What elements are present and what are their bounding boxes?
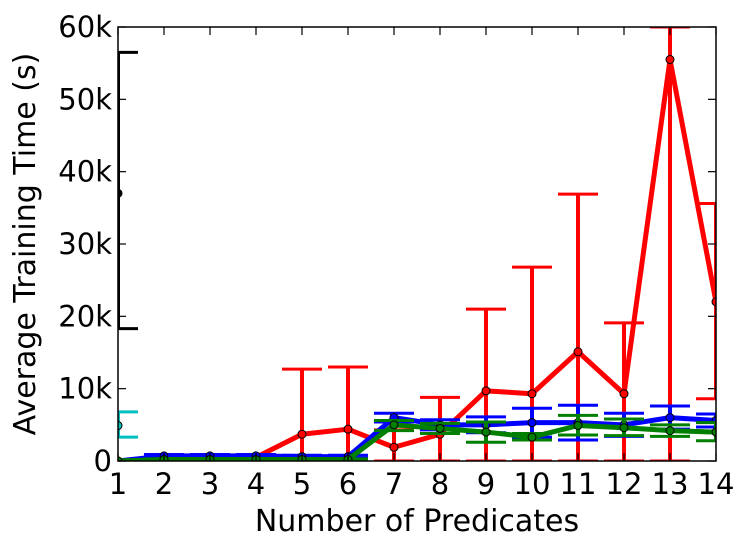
x-tick-label: 10	[514, 467, 551, 501]
data-point	[118, 456, 123, 461]
x-tick-label: 11	[560, 467, 597, 501]
data-point	[389, 420, 399, 430]
x-tick-label: 8	[431, 467, 449, 501]
y-tick-label: 60k	[58, 10, 112, 44]
data-point	[527, 432, 537, 442]
x-tick-label: 2	[155, 467, 173, 501]
data-point	[573, 347, 583, 357]
series-line	[118, 422, 716, 461]
data-point	[389, 442, 399, 452]
y-tick-label: 20k	[58, 299, 112, 333]
y-tick-label: 50k	[58, 82, 112, 116]
data-point	[481, 386, 491, 396]
series-0	[118, 27, 716, 461]
data-point	[481, 427, 491, 437]
data-point	[297, 429, 307, 439]
x-tick-label: 1	[109, 467, 127, 501]
data-point	[665, 426, 675, 436]
x-tick-label: 14	[698, 467, 735, 501]
series-line	[118, 57, 716, 461]
data-point	[118, 421, 123, 431]
series-3	[118, 410, 138, 439]
x-tick-label: 7	[385, 467, 403, 501]
data-point	[118, 188, 123, 198]
x-tick-label: 12	[606, 467, 643, 501]
data-point	[711, 297, 716, 307]
y-tick-label: 0	[94, 444, 112, 478]
series-line	[118, 415, 716, 461]
y-tick-labels: 0 10k 20k 30k 40k 50k 60k	[58, 10, 112, 478]
x-axis-label: Number of Predicates	[255, 504, 579, 539]
x-tick-label: 13	[652, 467, 689, 501]
data-point	[665, 413, 675, 423]
data-point	[343, 424, 353, 434]
x-tick-label: 5	[293, 467, 311, 501]
data-point	[435, 423, 445, 433]
data-point	[619, 423, 629, 433]
axis-ticks	[117, 26, 717, 462]
x-tick-label: 9	[477, 467, 495, 501]
x-tick-label: 6	[339, 467, 357, 501]
y-tick-label: 10k	[58, 372, 112, 406]
data-point	[527, 389, 537, 399]
y-tick-label: 40k	[58, 155, 112, 189]
y-tick-label: 30k	[58, 227, 112, 261]
x-tick-labels: 1 2 3 4 5 6 7 8 9 10 11 12 13 14	[109, 467, 735, 501]
data-point	[665, 55, 675, 65]
data-point	[711, 427, 716, 437]
plot-area	[118, 27, 716, 461]
data-point	[619, 389, 629, 399]
x-tick-label: 3	[201, 467, 219, 501]
y-axis-label: Average Training Time (s)	[8, 53, 43, 436]
data-point	[573, 421, 583, 431]
data-point	[527, 418, 537, 428]
x-tick-label: 4	[247, 467, 265, 501]
series-4	[118, 50, 138, 331]
